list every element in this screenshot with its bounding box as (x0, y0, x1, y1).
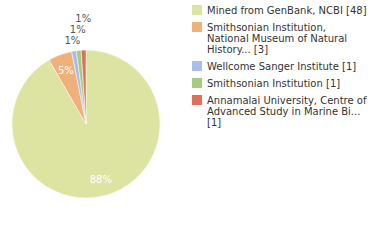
data-label: 88% (90, 174, 112, 185)
legend-label: Mined from GenBank, NCBI [48] (207, 5, 367, 16)
pie: 88%5%1%1%1% (12, 13, 160, 198)
pie-slice (76, 50, 86, 124)
data-label: 1% (75, 13, 91, 24)
legend: Mined from GenBank, NCBI [48] Smithsonian… (192, 5, 367, 128)
legend-label: Smithsonian Institution [1] (207, 78, 340, 89)
legend-swatch (192, 5, 202, 15)
pie-slice (81, 50, 86, 124)
pie-slice (72, 51, 86, 124)
data-label: 5% (58, 65, 74, 76)
legend-label: Annamalai University, Centre ofAdvanced … (207, 95, 367, 128)
data-label: 1% (70, 24, 86, 35)
legend-label: Smithsonian Institution,National Museum … (207, 22, 347, 55)
legend-swatch (192, 78, 202, 88)
chart: 88%5%1%1%1%Mined from GenBank, NCBI [48]… (0, 0, 380, 240)
legend-swatch (192, 61, 202, 71)
data-label: 1% (64, 35, 80, 46)
legend-swatch (192, 95, 202, 105)
legend-label: Wellcome Sanger Institute [1] (207, 61, 356, 72)
legend-swatch (192, 22, 202, 32)
pie-slice (12, 50, 160, 198)
